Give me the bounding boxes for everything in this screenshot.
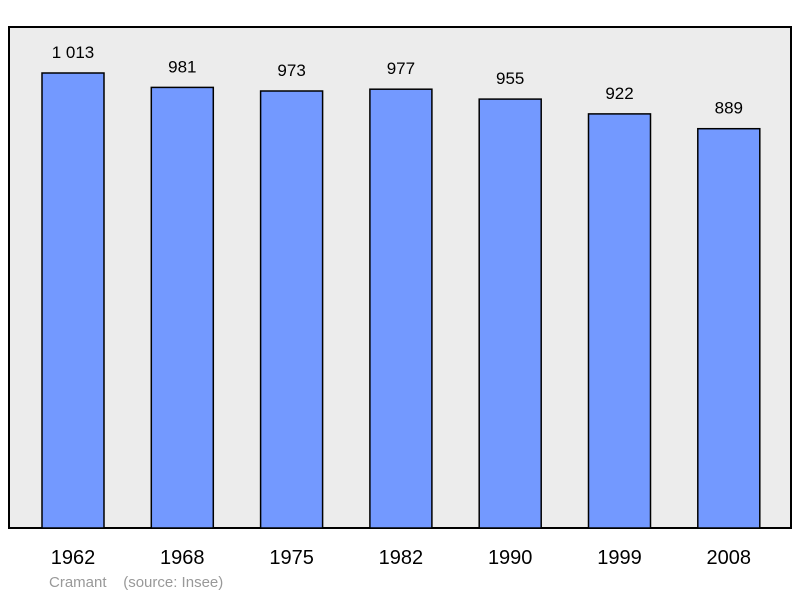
value-label-1982: 977 <box>387 59 415 78</box>
value-label-1999: 922 <box>605 84 633 103</box>
bar-group <box>41 72 761 529</box>
value-label-2008: 889 <box>715 99 743 118</box>
caption-commune: Cramant <box>49 574 107 591</box>
value-label-1962: 1 013 <box>52 43 95 62</box>
caption-source: (source: Insee) <box>123 574 224 591</box>
bar-1990 <box>478 98 542 529</box>
x-tick-label-1982: 1982 <box>379 547 424 569</box>
bar-1968 <box>150 86 215 529</box>
x-tick-label-1999: 1999 <box>597 547 642 569</box>
chart-caption: Cramant (source: Insee) <box>49 574 223 591</box>
x-tick-label-1968: 1968 <box>160 547 205 569</box>
bar-1999 <box>587 113 652 529</box>
bar-1982 <box>369 88 433 529</box>
value-label-1975: 973 <box>277 61 305 80</box>
x-tick-label-1962: 1962 <box>51 547 96 569</box>
bar-1962 <box>41 72 105 529</box>
x-tick-label-1990: 1990 <box>488 547 533 569</box>
x-axis-tick-labels: 1962 1968 1975 1982 1990 1999 2008 <box>51 547 751 569</box>
x-tick-label-1975: 1975 <box>269 547 314 569</box>
bar-2008 <box>697 127 761 529</box>
bar-1975 <box>259 90 324 529</box>
value-label-group: 1 013 981 973 977 955 922 889 <box>52 43 743 118</box>
x-tick-label-2008: 2008 <box>707 547 752 569</box>
value-label-1990: 955 <box>496 69 524 88</box>
value-label-1968: 981 <box>168 57 196 76</box>
